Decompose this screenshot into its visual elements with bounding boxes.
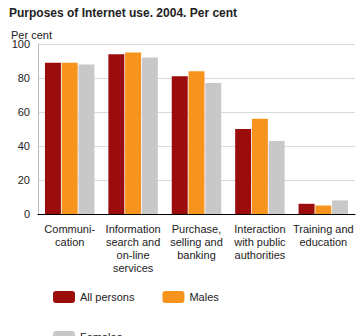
svg-text:Communi-: Communi- <box>44 223 95 235</box>
svg-text:services: services <box>113 262 154 274</box>
svg-text:Purchase,: Purchase, <box>172 223 222 235</box>
svg-text:60: 60 <box>18 106 30 118</box>
svg-text:All persons: All persons <box>80 291 135 303</box>
svg-text:with public: with public <box>233 236 286 248</box>
svg-text:search and: search and <box>106 236 160 248</box>
svg-text:Per cent: Per cent <box>11 29 52 41</box>
svg-text:Training and: Training and <box>293 223 354 235</box>
svg-text:authorities: authorities <box>235 249 286 261</box>
svg-text:Interaction: Interaction <box>234 223 285 235</box>
svg-text:on-line: on-line <box>117 249 150 261</box>
svg-text:Purposes of Internet use. 2004: Purposes of Internet use. 2004. Per cent <box>9 6 237 20</box>
svg-text:Information: Information <box>106 223 161 235</box>
svg-text:education: education <box>299 236 347 248</box>
svg-text:cation: cation <box>55 236 84 248</box>
svg-text:Females: Females <box>80 331 123 336</box>
svg-text:selling and: selling and <box>170 236 223 248</box>
svg-text:Males: Males <box>189 291 219 303</box>
svg-text:40: 40 <box>18 140 30 152</box>
svg-text:banking: banking <box>177 249 216 261</box>
svg-text:20: 20 <box>18 174 30 186</box>
svg-text:100: 100 <box>11 38 30 50</box>
svg-text:80: 80 <box>18 72 30 84</box>
svg-text:0: 0 <box>24 208 30 220</box>
